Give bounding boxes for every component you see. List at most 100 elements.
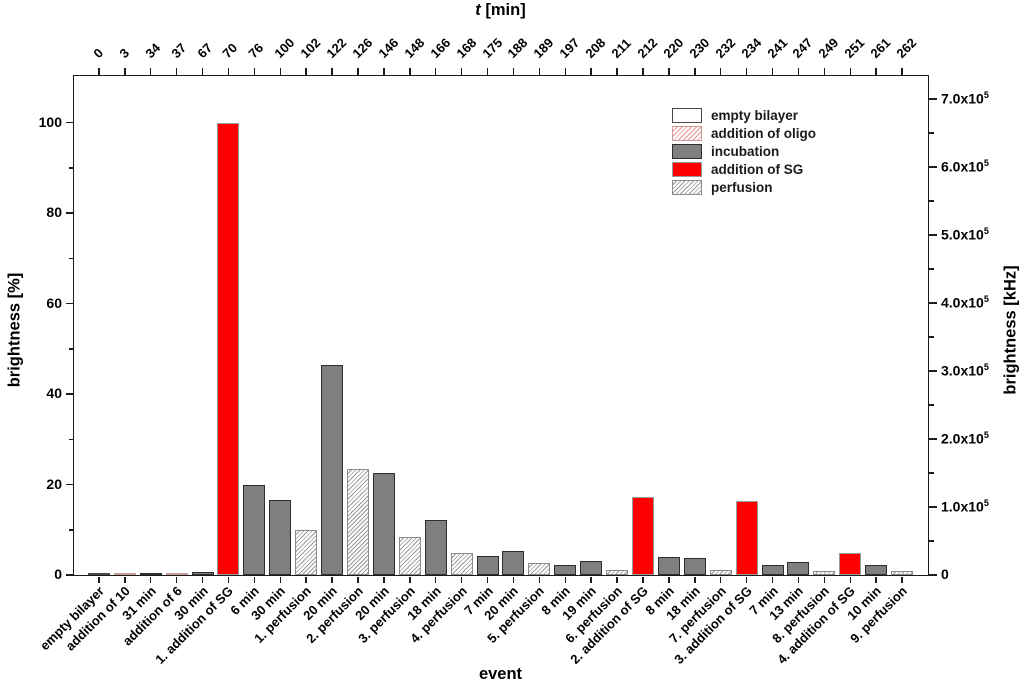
bottom-axis-tick	[590, 576, 592, 583]
top-axis-tick-label: 3	[116, 45, 132, 61]
bar-empty-bilayer	[87, 573, 110, 575]
right-axis-minor-tick	[929, 540, 934, 542]
top-axis-tick-label: 262	[893, 35, 920, 61]
right-axis-major-tick	[929, 438, 937, 440]
left-axis-major-tick	[65, 393, 73, 395]
bar-18-min	[424, 519, 447, 575]
bar-7-perfusion	[709, 569, 732, 575]
right-axis-major-tick	[929, 302, 937, 304]
top-axis-tick	[383, 68, 385, 75]
legend-item-incubation: incubation	[672, 142, 816, 160]
bottom-axis-tick	[486, 576, 489, 583]
bottom-axis-tick	[124, 576, 126, 583]
legend-label: addition of SG	[711, 161, 804, 177]
right-axis-tick-label: 3.0x105	[941, 362, 989, 379]
bar-18-min	[683, 557, 706, 575]
top-axis-tick	[227, 68, 230, 75]
right-axis-major-tick	[929, 166, 937, 168]
bottom-axis-tick	[642, 576, 644, 583]
bar-8-min	[657, 556, 680, 575]
top-axis-tick-label: 166	[427, 35, 454, 61]
top-axis-tick-label: 232	[712, 35, 739, 61]
bottom-axis-tick	[771, 576, 774, 583]
right-axis-tick-label: 4.0x105	[941, 294, 989, 311]
right-axis-tick-label: 0	[941, 566, 949, 582]
top-axis-tick-label: 251	[841, 35, 868, 61]
top-axis-tick	[797, 68, 800, 75]
right-axis-major-tick	[929, 234, 937, 236]
top-axis-tick	[409, 68, 411, 75]
bottom-axis-tick	[305, 576, 307, 583]
bar-20-min	[321, 364, 344, 575]
top-axis-tick-label: 168	[453, 35, 479, 61]
right-axis-major-tick	[929, 370, 937, 372]
bar-31-min	[139, 573, 162, 575]
bottom-axis-tick	[434, 576, 437, 583]
top-axis-tick-label: 126	[349, 35, 376, 61]
left-axis-minor-tick	[68, 348, 73, 350]
bar-30-min	[269, 499, 292, 575]
right-axis-minor-tick	[929, 336, 934, 338]
top-axis-tick-label: 175	[478, 35, 505, 61]
bar-4-perfusion	[450, 553, 473, 575]
top-axis-tick-label: 100	[271, 35, 298, 61]
legend-item-oligo: addition of oligo	[672, 124, 816, 142]
top-axis-tick	[434, 68, 437, 75]
top-axis-tick	[305, 68, 307, 75]
bar-4-addition-of-sg	[839, 552, 862, 575]
legend-swatch-sg	[672, 161, 702, 177]
plot-area	[73, 75, 929, 576]
right-axis-minor-tick	[929, 472, 934, 474]
bar-30-min	[191, 572, 214, 575]
top-axis-tick-label: 220	[660, 35, 687, 61]
legend-swatch-perfusion	[672, 179, 702, 195]
legend-label: perfusion	[711, 179, 773, 195]
right-axis-minor-tick	[929, 132, 934, 134]
right-axis-tick-label: 1.0x105	[941, 498, 989, 515]
legend-item-sg: addition of SG	[672, 160, 816, 178]
exponent: 5	[983, 362, 989, 372]
bottom-axis-tick	[564, 576, 567, 583]
top-axis-tick	[253, 68, 256, 75]
bar-1-perfusion	[295, 529, 318, 575]
left-axis-major-tick	[65, 302, 73, 305]
bottom-axis-title: event	[478, 665, 523, 683]
top-axis-title: t [min]	[73, 1, 928, 20]
exponent: 5	[983, 294, 989, 304]
top-axis-tick-label: 197	[556, 35, 583, 61]
top-axis-tick	[98, 68, 100, 75]
bar-19-min	[580, 560, 603, 575]
left-axis-minor-tick	[68, 438, 73, 440]
legend-label: addition of oligo	[711, 125, 816, 141]
left-axis-minor-tick	[68, 167, 73, 169]
top-axis-tick	[823, 68, 826, 75]
top-axis-tick	[486, 68, 489, 75]
bottom-axis-tick	[201, 576, 204, 583]
legend-label: incubation	[711, 143, 780, 159]
bottom-axis-tick	[149, 576, 152, 583]
bar-3-perfusion	[398, 536, 421, 575]
top-axis-tick-label: 212	[634, 35, 661, 61]
right-axis-major-tick	[929, 98, 937, 100]
bottom-axis-tick	[279, 576, 282, 583]
top-axis-tick-label: 230	[686, 35, 713, 61]
right-axis-major-tick	[929, 506, 937, 508]
bottom-axis-tick	[668, 576, 670, 583]
top-axis-tick	[357, 68, 359, 75]
bottom-axis-tick	[901, 576, 903, 583]
left-axis-title: brightness [%]	[5, 272, 24, 388]
bar-5-perfusion	[528, 562, 551, 575]
right-axis-title: brightness [kHz]	[1001, 265, 1020, 395]
top-axis-tick-label: 0	[90, 45, 107, 61]
bottom-axis-tick	[694, 576, 696, 583]
top-axis-tick-label: 208	[582, 35, 609, 61]
top-axis-tick-label: 249	[815, 35, 842, 61]
bar-addition-of-6	[165, 573, 188, 575]
bar-2-perfusion	[347, 468, 369, 575]
bottom-axis-tick	[383, 576, 385, 583]
bottom-axis-tick	[875, 576, 877, 583]
right-axis-tick-label: 2.0x105	[941, 430, 989, 447]
bottom-axis-tick	[409, 576, 411, 583]
top-axis-tick-label: 70	[219, 40, 241, 61]
